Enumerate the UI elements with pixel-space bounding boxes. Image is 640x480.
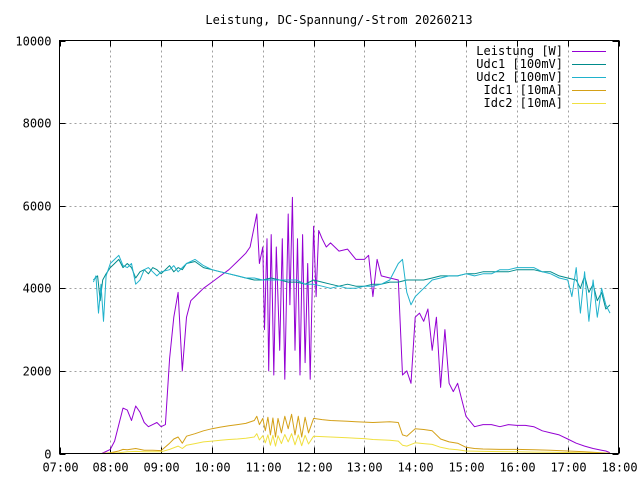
x-tick-label: 07:00	[42, 461, 78, 475]
x-tick-label: 16:00	[499, 461, 535, 475]
x-tick-label: 15:00	[448, 461, 484, 475]
y-tick-label: 0	[44, 448, 51, 462]
y-tick-labels: 0 2000 4000 6000 8000 10000	[15, 35, 51, 462]
legend-label: Idc2 [10mA]	[484, 96, 563, 110]
x-tick-labels: 07:00 08:00 09:00 10:00 11:00 12:00 13:00 14:00…	[42, 461, 637, 475]
y-tick-label: 2000	[23, 365, 52, 379]
y-tick-label: 6000	[23, 200, 52, 214]
chart-title: Leistung, DC-Spannung/-Strom 20260213	[205, 13, 472, 27]
y-tick-label: 8000	[23, 117, 52, 131]
x-tick-label: 18:00	[601, 461, 637, 475]
x-tick-label: 11:00	[245, 461, 281, 475]
series-line-5	[101, 433, 611, 454]
ticks	[59, 40, 620, 455]
y-tick-label: 10000	[15, 35, 51, 49]
legend: Leistung [W]Udc1 [100mV]Udc2 [100mV]Idc1…	[476, 44, 606, 110]
y-tick-label: 4000	[23, 282, 52, 296]
grid	[59, 40, 619, 454]
x-tick-label: 10:00	[194, 461, 230, 475]
legend-label: Udc2 [100mV]	[476, 70, 563, 84]
x-tick-label: 09:00	[143, 461, 179, 475]
plot-area	[92, 196, 611, 454]
x-tick-label: 14:00	[397, 461, 433, 475]
series-line-1	[101, 196, 611, 454]
x-tick-label: 08:00	[92, 461, 128, 475]
series-line-2	[93, 258, 611, 310]
x-tick-label: 12:00	[296, 461, 332, 475]
plot-frame	[59, 40, 619, 454]
legend-label: Udc1 [100mV]	[476, 57, 563, 71]
x-tick-label: 17:00	[550, 461, 586, 475]
legend-label: Leistung [W]	[476, 44, 563, 58]
legend-label: Idc1 [10mA]	[484, 83, 563, 97]
series-line-3	[92, 254, 611, 322]
series-line-4	[101, 413, 611, 454]
x-tick-label: 13:00	[346, 461, 382, 475]
